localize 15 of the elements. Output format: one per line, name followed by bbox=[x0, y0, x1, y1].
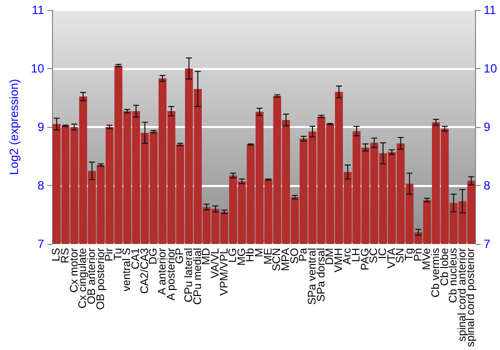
x-tick-label: RS bbox=[59, 248, 72, 264]
y2-tick-label: 7 bbox=[484, 236, 491, 251]
y-tick-label: 9 bbox=[38, 120, 45, 134]
y-tick-label: 11 bbox=[32, 3, 45, 17]
y-axis-title: Log2 (expression) bbox=[7, 78, 21, 176]
y2-tick-label: 10 bbox=[484, 61, 498, 76]
y-tick-label: 8 bbox=[38, 178, 45, 192]
x-tick-label: Tg bbox=[403, 248, 416, 261]
x-tick-label: A posterior bbox=[165, 248, 178, 301]
x-tick-label: spinal cord posterior bbox=[465, 248, 478, 348]
y-tick-label: 7 bbox=[38, 236, 45, 251]
y-tick-label: 10 bbox=[30, 61, 45, 76]
y2-tick-label: 9 bbox=[484, 120, 491, 134]
y2-tick-label: 8 bbox=[484, 178, 491, 192]
y2-tick-label: 11 bbox=[484, 3, 496, 17]
